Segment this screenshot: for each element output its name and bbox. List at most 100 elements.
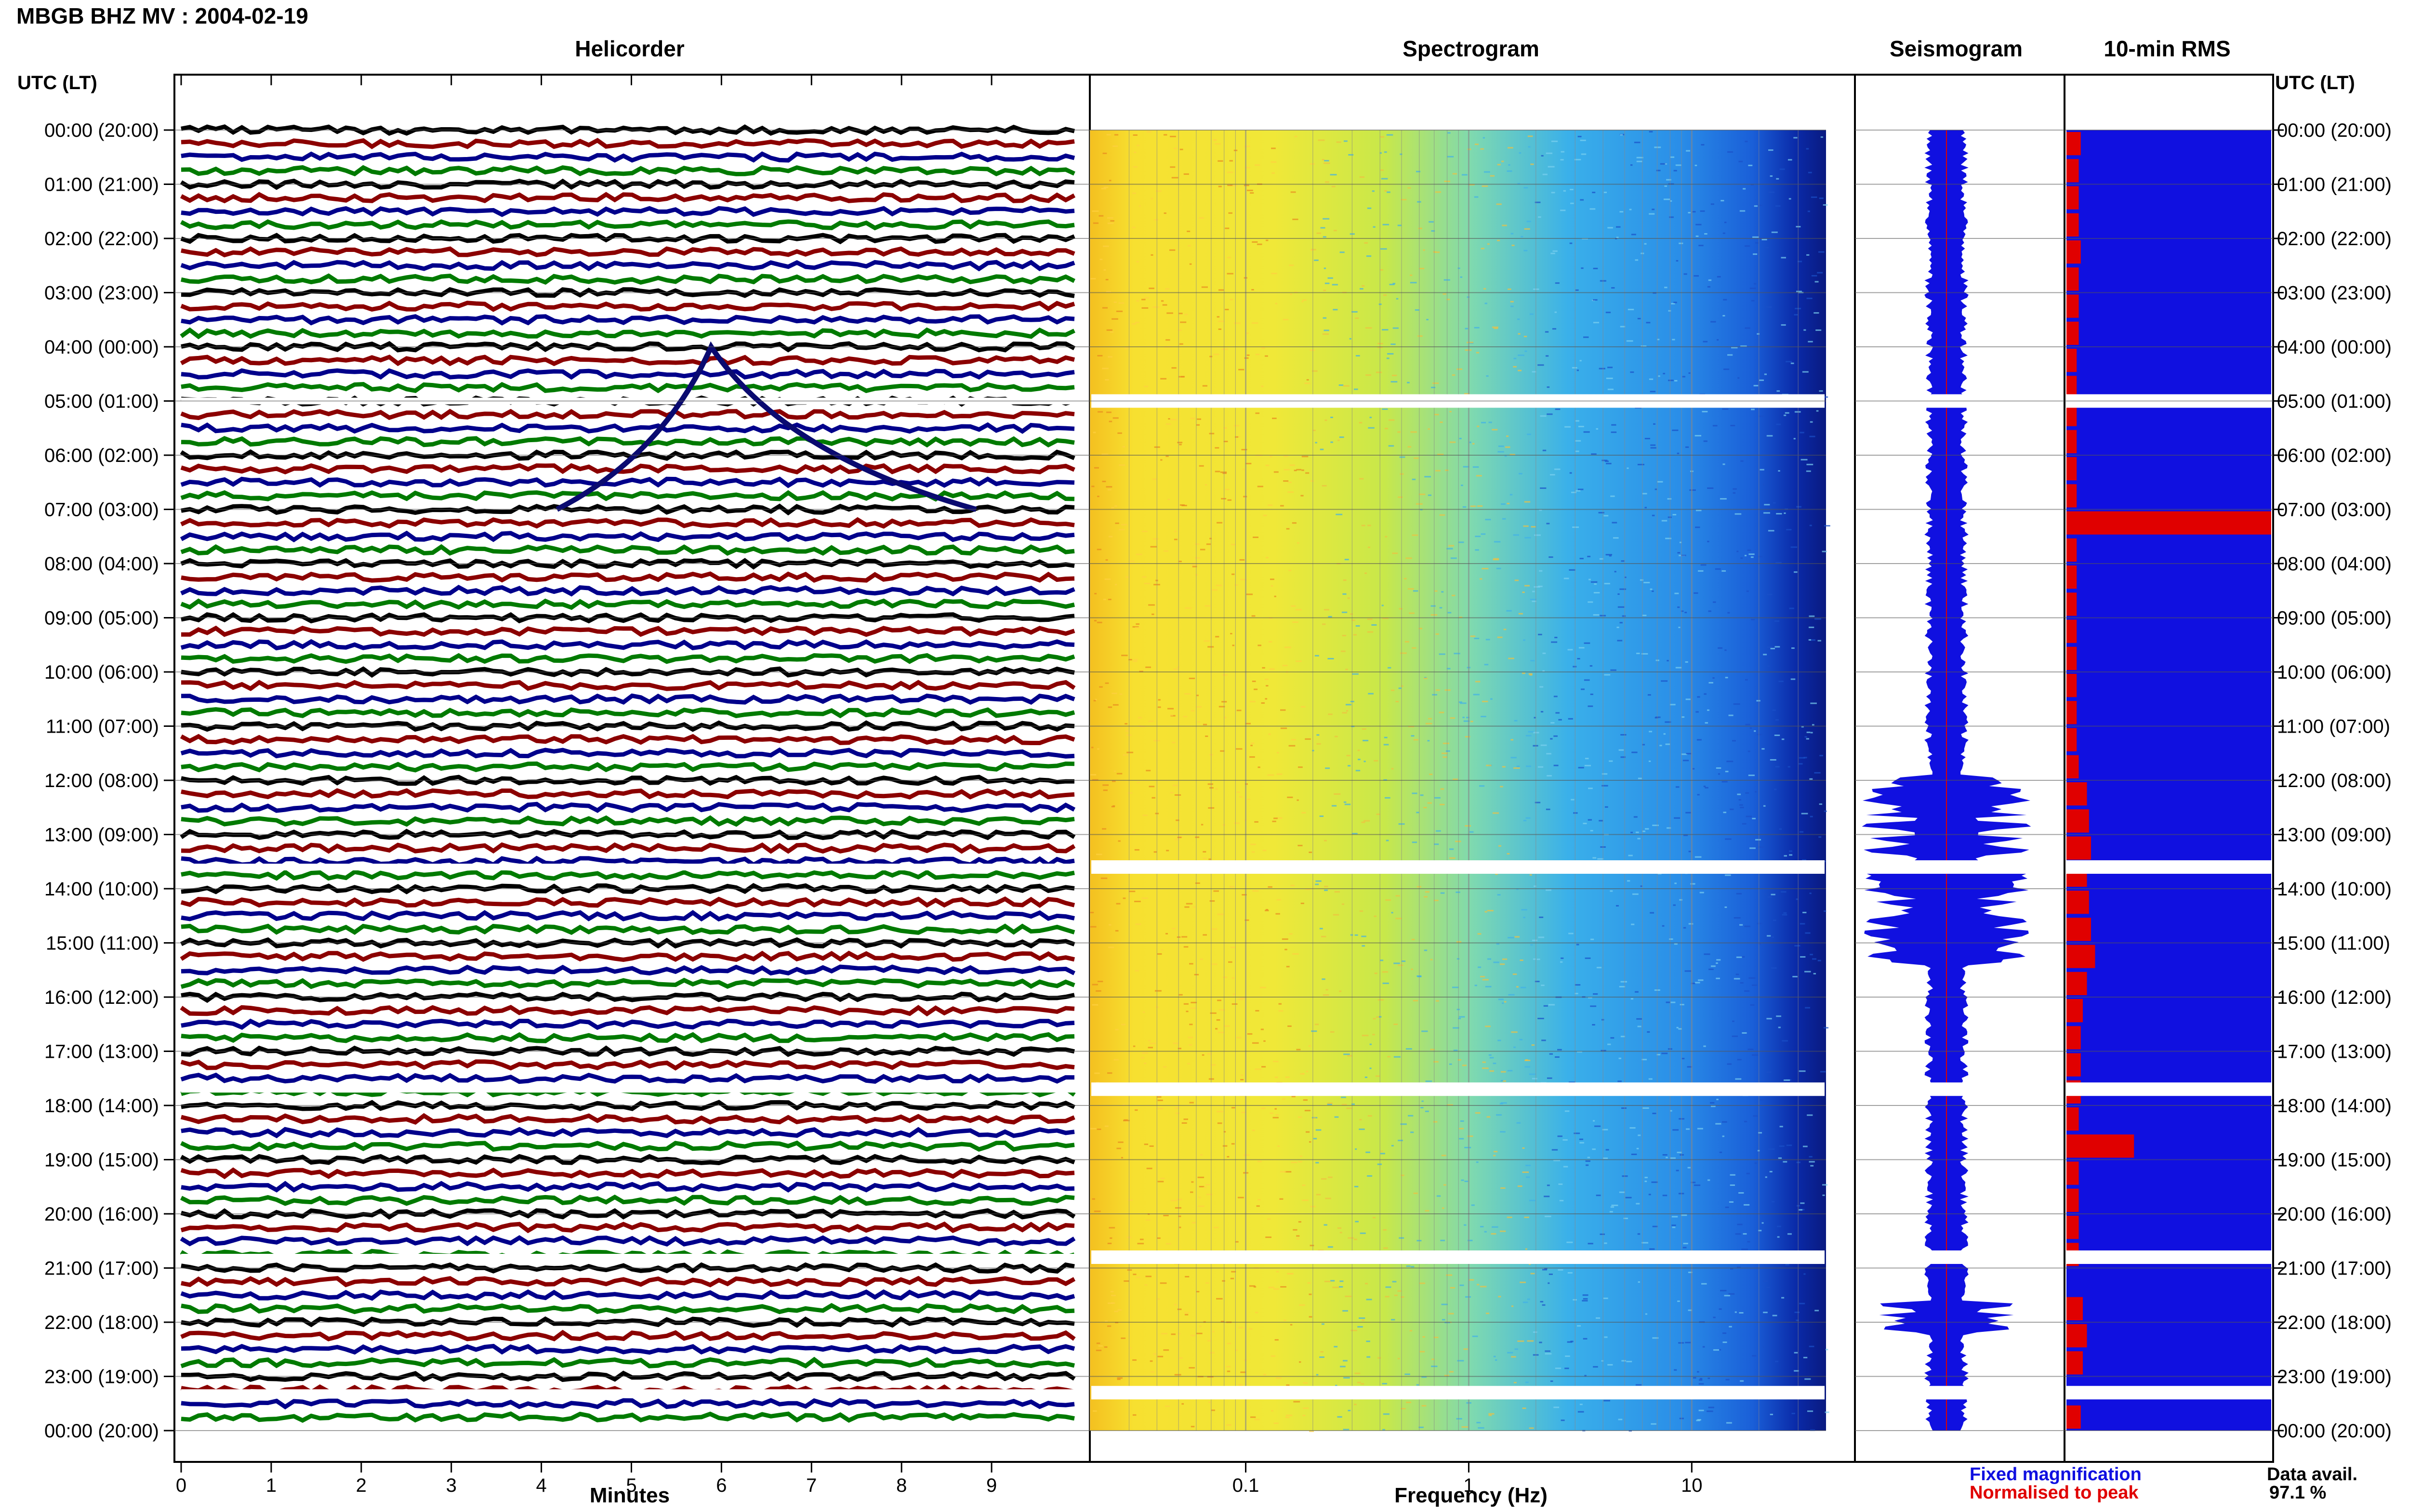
spectrogram-speckle bbox=[1453, 778, 1458, 780]
spectrogram-speckle bbox=[1225, 488, 1230, 490]
spectrogram-speckle bbox=[1786, 1144, 1792, 1146]
spectrogram-speckle bbox=[1114, 1311, 1119, 1313]
spectrogram-speckle bbox=[1583, 823, 1587, 825]
spectrogram-speckle bbox=[1514, 720, 1518, 722]
spectrogram-speckle bbox=[1384, 190, 1388, 192]
spectrogram-speckle bbox=[1508, 147, 1513, 149]
spectrogram-speckle bbox=[1412, 534, 1418, 536]
spectrogram-speckle bbox=[1521, 236, 1523, 237]
spectrogram-speckle bbox=[1657, 481, 1663, 483]
spectrogram-speckle bbox=[1649, 131, 1653, 132]
spectrogram-speckle bbox=[1261, 702, 1265, 704]
spectrogram-speckle bbox=[1369, 1043, 1372, 1045]
spectrogram-speckle bbox=[1601, 1050, 1606, 1052]
spectrogram-speckle bbox=[1242, 894, 1247, 896]
helicorder-trace bbox=[180, 301, 1075, 312]
spectrogram-speckle bbox=[1814, 1310, 1819, 1312]
spectrogram-speckle bbox=[1392, 1281, 1397, 1283]
spectrogram-speckle bbox=[1480, 1286, 1487, 1288]
spectrogram-speckle bbox=[1686, 150, 1690, 152]
spectrogram-speckle bbox=[1513, 767, 1520, 769]
spectrogram-speckle bbox=[1663, 198, 1670, 200]
spectrogram-speckle bbox=[1191, 1335, 1195, 1337]
spectrogram-speckle bbox=[1092, 1198, 1095, 1200]
spectrogram-speckle bbox=[1367, 631, 1374, 633]
spectrogram-speckle bbox=[1529, 874, 1532, 876]
spectrogram-speckle bbox=[1769, 306, 1772, 308]
spectrogram-speckle bbox=[1661, 520, 1668, 522]
spectrogram-speckle bbox=[1384, 151, 1387, 153]
frequency-tick-label: 0.1 bbox=[1232, 1475, 1259, 1496]
spectrogram-speckle bbox=[1823, 204, 1828, 206]
helicorder-trace bbox=[181, 707, 1075, 719]
spectrogram-speckle bbox=[1739, 924, 1743, 926]
spectrogram-speckle bbox=[1397, 1290, 1402, 1292]
spectrogram-speckle bbox=[1776, 390, 1780, 392]
spectrogram-speckle bbox=[1605, 1149, 1609, 1151]
spectrogram-speckle bbox=[1745, 327, 1750, 329]
spectrogram-speckle bbox=[1810, 639, 1815, 641]
spectrogram-speckle bbox=[1400, 652, 1407, 654]
spectrogram-speckle bbox=[1575, 993, 1578, 995]
spectrogram-speckle bbox=[1226, 1366, 1231, 1367]
spectrogram-speckle bbox=[1796, 506, 1801, 508]
spectrogram-speckle bbox=[1334, 1116, 1339, 1118]
spectrogram-speckle bbox=[1532, 939, 1538, 941]
spectrogram-speckle bbox=[1339, 1232, 1342, 1234]
spectrogram-speckle bbox=[1524, 1066, 1531, 1068]
spectrogram-speckle bbox=[1104, 578, 1111, 580]
spectrogram-speckle bbox=[1592, 1148, 1596, 1150]
helicorder-trace bbox=[181, 381, 1075, 394]
spectrogram-speckle bbox=[1178, 1333, 1181, 1335]
rms-bar bbox=[2066, 159, 2079, 183]
spectrogram-speckle bbox=[1494, 328, 1498, 329]
spectrogram-speckle bbox=[1462, 1065, 1467, 1066]
spectrogram-speckle bbox=[1681, 1214, 1687, 1216]
spectrogram-speckle bbox=[1549, 1273, 1553, 1275]
spectrogram-speckle bbox=[1128, 659, 1132, 661]
spectrogram-speckle bbox=[1148, 1039, 1151, 1041]
spectrogram-speckle bbox=[1472, 443, 1475, 445]
helicorder-trace bbox=[180, 1005, 1075, 1017]
spectrogram-speckle bbox=[1093, 1410, 1097, 1412]
spectrogram-speckle bbox=[1271, 1410, 1273, 1412]
time-label-left: 16:00 (12:00) bbox=[44, 987, 159, 1008]
rms-bar bbox=[2066, 728, 2077, 751]
spectrogram-speckle bbox=[1287, 1273, 1294, 1275]
spectrogram-speckle bbox=[1315, 1129, 1322, 1131]
spectrogram-speckle bbox=[1798, 261, 1802, 263]
spectrogram-speckle bbox=[1377, 1163, 1382, 1165]
spectrogram-speckle bbox=[1440, 421, 1443, 423]
spectrogram-speckle bbox=[1495, 873, 1498, 875]
spectrogram-speckle bbox=[1616, 626, 1619, 628]
spectrogram-speckle bbox=[1383, 1229, 1387, 1231]
spectrogram-speckle bbox=[1519, 152, 1522, 154]
spectrogram-speckle bbox=[1599, 368, 1605, 369]
spectrogram-speckle bbox=[1179, 444, 1182, 446]
spectrogram-speckle bbox=[1393, 1056, 1401, 1058]
spectrogram-speckle bbox=[1766, 1071, 1772, 1073]
spectrogram-speckle bbox=[1810, 1165, 1814, 1167]
spectrogram-speckle bbox=[1548, 1282, 1550, 1284]
helicorder-trace bbox=[181, 1032, 1075, 1043]
spectrogram-speckle bbox=[1251, 615, 1256, 617]
spectrogram-speckle bbox=[1222, 1280, 1225, 1282]
spectrogram-speckle bbox=[1108, 599, 1112, 601]
spectrogram-speckle bbox=[1203, 1186, 1207, 1188]
spectrogram-speckle bbox=[1420, 1107, 1424, 1109]
spectrogram-speckle bbox=[1274, 1077, 1278, 1078]
spectrogram-speckle bbox=[1447, 132, 1451, 134]
spectrogram-speckle bbox=[1681, 1058, 1685, 1060]
helicorder-trace bbox=[181, 802, 1076, 814]
spectrogram-speckle bbox=[1347, 597, 1350, 599]
spectrogram-speckle bbox=[1387, 353, 1394, 355]
spectrogram-speckle bbox=[1809, 1345, 1814, 1347]
spectrogram-speckle bbox=[1638, 1281, 1640, 1283]
spectrogram-speckle bbox=[1412, 478, 1416, 480]
spectrogram-speckle bbox=[1199, 1326, 1202, 1328]
spectrogram-speckle bbox=[1365, 1283, 1368, 1285]
spectrogram-speckle bbox=[1537, 364, 1544, 366]
spectrogram-speckle bbox=[1482, 979, 1489, 981]
spectrogram-speckle bbox=[1760, 1099, 1765, 1101]
spectrogram-speckle bbox=[1486, 764, 1492, 766]
